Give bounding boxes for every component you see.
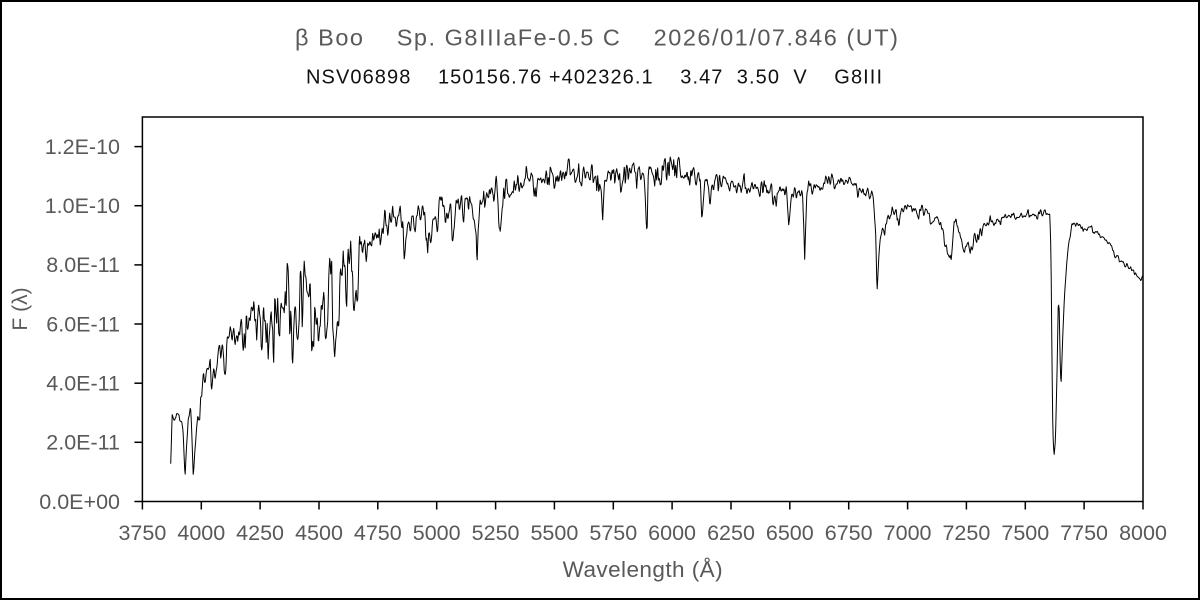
svg-text:Wavelength (Å): Wavelength (Å)	[563, 557, 723, 582]
svg-text:6000: 6000	[648, 521, 696, 545]
svg-text:7000: 7000	[884, 521, 932, 545]
svg-text:4750: 4750	[354, 521, 402, 545]
svg-text:6.0E-11: 6.0E-11	[46, 312, 120, 336]
svg-text:6500: 6500	[766, 521, 814, 545]
svg-text:8000: 8000	[1119, 521, 1167, 545]
svg-text:4.0E-11: 4.0E-11	[46, 372, 120, 396]
svg-text:1.0E-10: 1.0E-10	[45, 194, 120, 218]
svg-text:β Boo Sp. G8IIIaFe-0.5 C: β Boo Sp. G8IIIaFe-0.5 C 2026/01/07.846 …	[295, 25, 898, 51]
svg-text:4500: 4500	[295, 521, 343, 545]
svg-text:5000: 5000	[413, 521, 461, 545]
svg-text:7750: 7750	[1060, 521, 1108, 545]
svg-text:0.0E+00: 0.0E+00	[39, 490, 120, 514]
svg-text:6250: 6250	[707, 521, 755, 545]
svg-text:5500: 5500	[530, 521, 578, 545]
svg-text:NSV06898 150156.76 +402326.: NSV06898 150156.76 +402326.1 3.47 3.50 V…	[306, 67, 882, 89]
svg-text:5250: 5250	[472, 521, 520, 545]
svg-text:7500: 7500	[1001, 521, 1049, 545]
svg-text:1.2E-10: 1.2E-10	[45, 135, 120, 159]
svg-text:5750: 5750	[589, 521, 637, 545]
svg-text:7250: 7250	[942, 521, 990, 545]
svg-text:4000: 4000	[177, 521, 225, 545]
svg-text:6750: 6750	[825, 521, 873, 545]
svg-text:F (λ): F (λ)	[9, 287, 32, 330]
svg-text:8.0E-11: 8.0E-11	[46, 253, 120, 277]
svg-text:3750: 3750	[118, 521, 166, 545]
svg-text:4250: 4250	[236, 521, 284, 545]
svg-text:2.0E-11: 2.0E-11	[46, 431, 120, 455]
